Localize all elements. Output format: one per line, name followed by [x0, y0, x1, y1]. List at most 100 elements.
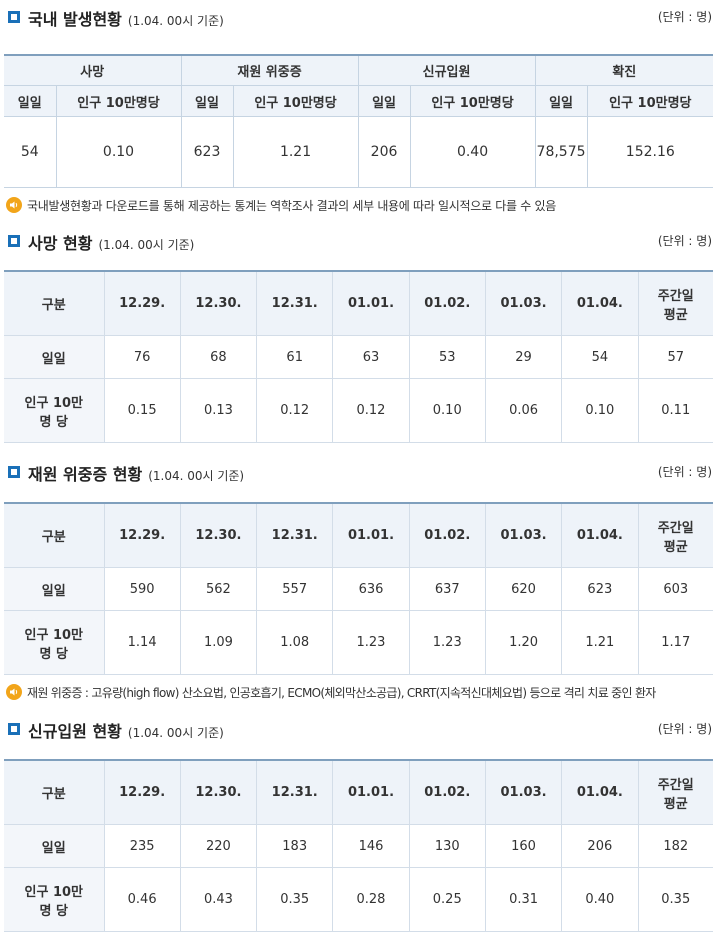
table-cell: 623 [180, 116, 234, 188]
table-cell: 1.20 [484, 610, 563, 675]
sub-header: 일일 [534, 85, 588, 117]
row-label: 인구 10만 명 당 [4, 867, 105, 932]
note-domestic: 국내발생현황과 다운로드를 통해 제공하는 통계는 역학조사 결과의 세부 내용… [6, 196, 712, 214]
table-cell: 0.31 [484, 867, 563, 932]
row-label: 일일 [4, 335, 105, 379]
table-cell: 76 [103, 335, 181, 379]
section-title: 재원 위중증 현황 (1.04. 00시 기준) [28, 465, 245, 484]
square-bullet-icon [8, 11, 20, 23]
table-cell: 29 [484, 335, 563, 379]
column-header: 12.29. [103, 270, 181, 336]
group-header: 사망 [4, 54, 182, 86]
table-cell: 54 [561, 335, 639, 379]
table-cell: 0.06 [484, 378, 563, 443]
note-text: 재원 위중증 : 고유량(high flow) 산소요법, 인공호흡기, ECM… [27, 686, 656, 700]
table-cell: 1.08 [256, 610, 334, 675]
column-header: 01.03. [484, 759, 563, 825]
column-header-weekly-avg: 주간일 평균 [637, 759, 713, 825]
table-cell: 1.23 [332, 610, 410, 675]
section-title: 국내 발생현황 (1.04. 00시 기준) [28, 10, 224, 29]
sub-header: 인구 10만명당 [55, 85, 182, 117]
table-cell: 590 [103, 567, 181, 611]
section-header-domestic: 국내 발생현황 (1.04. 00시 기준) (단위 : 명) [8, 6, 712, 30]
unit-label: (단위 : 명) [657, 722, 712, 736]
table-cell: 0.12 [256, 378, 334, 443]
table-cell: 0.35 [637, 867, 713, 932]
column-header: 12.29. [103, 502, 181, 568]
table-cell: 57 [637, 335, 713, 379]
table-cell: 0.28 [332, 867, 410, 932]
table-cell: 130 [408, 824, 486, 868]
square-bullet-icon [8, 466, 20, 478]
column-header: 01.01. [332, 502, 410, 568]
column-header: 12.31. [256, 759, 334, 825]
column-header: 01.01. [332, 759, 410, 825]
table-cell: 63 [332, 335, 410, 379]
table-cell: 68 [179, 335, 258, 379]
table-cell: 0.10 [55, 116, 182, 188]
sub-header: 인구 10만명당 [232, 85, 359, 117]
table-cell: 183 [256, 824, 334, 868]
table-cell: 1.14 [103, 610, 181, 675]
table-cell: 61 [256, 335, 334, 379]
severe-table: 구분 12.29. 12.30. 12.31. 01.01. 01.02. 01… [4, 502, 713, 675]
table-cell: 220 [179, 824, 258, 868]
group-header: 확진 [534, 54, 714, 86]
table-cell: 1.17 [637, 610, 713, 675]
column-header: 01.04. [561, 759, 639, 825]
admission-table: 구분 12.29. 12.30. 12.31. 01.01. 01.02. 01… [4, 759, 713, 932]
unit-label: (단위 : 명) [657, 465, 712, 479]
column-header: 01.02. [408, 502, 486, 568]
column-header: 01.03. [484, 270, 563, 336]
row-label: 일일 [4, 567, 105, 611]
sub-header: 일일 [4, 85, 57, 117]
note-text: 국내발생현황과 다운로드를 통해 제공하는 통계는 역학조사 결과의 세부 내용… [27, 199, 556, 213]
square-bullet-icon [8, 723, 20, 735]
column-header: 구분 [4, 759, 105, 825]
unit-label: (단위 : 명) [657, 234, 712, 248]
section-basis: (1.04. 00시 기준) [148, 469, 245, 483]
table-cell: 562 [179, 567, 258, 611]
column-header: 12.30. [179, 759, 258, 825]
table-cell: 0.25 [408, 867, 486, 932]
table-cell: 603 [637, 567, 713, 611]
column-header: 12.29. [103, 759, 181, 825]
column-header: 01.03. [484, 502, 563, 568]
sub-header: 일일 [180, 85, 234, 117]
row-label: 인구 10만 명 당 [4, 610, 105, 675]
column-header: 01.04. [561, 270, 639, 336]
death-table: 구분 12.29. 12.30. 12.31. 01.01. 01.02. 01… [4, 270, 713, 443]
table-cell: 637 [408, 567, 486, 611]
column-header-weekly-avg: 주간일 평균 [637, 502, 713, 568]
table-cell: 54 [4, 116, 57, 188]
table-cell: 0.43 [179, 867, 258, 932]
section-header-severe: 재원 위중증 현황 (1.04. 00시 기준) (단위 : 명) [8, 461, 712, 485]
table-cell: 152.16 [586, 116, 714, 188]
table-cell: 623 [561, 567, 639, 611]
table-cell: 1.23 [408, 610, 486, 675]
table-cell: 0.13 [179, 378, 258, 443]
column-header: 구분 [4, 502, 105, 568]
table-cell: 206 [561, 824, 639, 868]
table-cell: 235 [103, 824, 181, 868]
table-cell: 0.15 [103, 378, 181, 443]
note-severe: 재원 위중증 : 고유량(high flow) 산소요법, 인공호흡기, ECM… [6, 683, 712, 701]
row-label: 인구 10만 명 당 [4, 378, 105, 443]
domestic-summary-table: 사망 재원 위중증 신규입원 확진 일일 인구 10만명당 일일 인구 10만명… [4, 54, 714, 188]
column-header: 01.02. [408, 270, 486, 336]
row-label: 일일 [4, 824, 105, 868]
section-header-admission: 신규입원 현황 (1.04. 00시 기준) (단위 : 명) [8, 718, 712, 742]
sub-header: 인구 10만명당 [409, 85, 536, 117]
table-cell: 53 [408, 335, 486, 379]
table-cell: 0.11 [637, 378, 713, 443]
table-cell: 1.09 [179, 610, 258, 675]
table-cell: 557 [256, 567, 334, 611]
column-header-weekly-avg: 주간일 평균 [637, 270, 713, 336]
section-title: 신규입원 현황 (1.04. 00시 기준) [28, 722, 224, 741]
column-header: 01.02. [408, 759, 486, 825]
section-basis: (1.04. 00시 기준) [127, 726, 224, 740]
table-cell: 620 [484, 567, 563, 611]
section-title: 사망 현황 (1.04. 00시 기준) [28, 234, 195, 253]
table-cell: 0.10 [408, 378, 486, 443]
table-cell: 0.40 [561, 867, 639, 932]
